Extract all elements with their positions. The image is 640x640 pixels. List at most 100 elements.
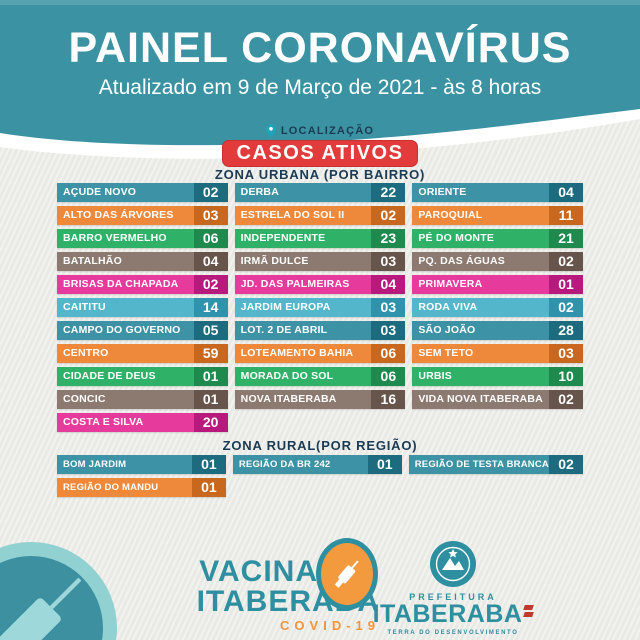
- case-count: 16: [371, 390, 406, 409]
- area-name: PRIMAVERA: [412, 275, 549, 294]
- urban-column-2: DERBA 22 ESTRELA DO SOL II 02 INDEPENDENTE 23…: [234, 183, 406, 409]
- case-row: SÃO JOÃO 28: [412, 321, 583, 340]
- active-cases-badge-wrap: CASOS ATIVOS: [0, 140, 640, 167]
- case-count: 04: [193, 252, 228, 271]
- case-row: URBIS 10: [412, 367, 583, 386]
- case-row: COSTA E SILVA 20: [57, 413, 228, 432]
- case-count: 59: [193, 344, 228, 363]
- area-name: CENTRO: [57, 344, 194, 363]
- area-name: PQ. DAS ÁGUAS: [412, 252, 549, 271]
- area-name: REGIÃO DE TESTA BRANCA: [408, 455, 549, 474]
- area-name: CONCIC: [57, 390, 194, 409]
- area-name: ALTO DAS ÁRVORES: [57, 206, 194, 225]
- prefeitura-label: PREFEITURA: [409, 592, 497, 602]
- case-count: 21: [549, 229, 583, 248]
- case-row: ORIENTE 04: [412, 183, 583, 202]
- case-row: REGIÃO DA BR 242 01: [232, 455, 402, 474]
- rural-column-2: REGIÃO DA BR 242 01: [232, 455, 402, 474]
- flag-mark-icon: [523, 605, 535, 617]
- case-count: 01: [549, 275, 583, 294]
- case-count: 01: [367, 455, 402, 474]
- vacina-itaberaba-logo: VACINA ITABERABA COVID-19: [148, 538, 380, 633]
- case-row: CAMPO DO GOVERNO 05: [57, 321, 228, 340]
- case-count: 14: [193, 298, 228, 317]
- city-seal-icon: [430, 541, 476, 587]
- case-row: AÇUDE NOVO 02: [57, 183, 228, 202]
- case-row: PQ. DAS ÁGUAS 02: [412, 252, 583, 271]
- case-row: LOTEAMENTO BAHIA 06: [234, 344, 406, 363]
- area-name: INDEPENDENTE: [234, 229, 372, 248]
- area-name: BRISAS DA CHAPADA: [57, 275, 194, 294]
- case-count: 02: [549, 455, 583, 474]
- case-row: PAROQUIAL 11: [412, 206, 583, 225]
- case-row: VIDA NOVA ITABERABA 02: [412, 390, 583, 409]
- case-count: 22: [371, 183, 406, 202]
- case-count: 02: [193, 275, 228, 294]
- case-count: 04: [549, 183, 583, 202]
- case-row: JD. DAS PALMEIRAS 04: [234, 275, 406, 294]
- area-name: AÇUDE NOVO: [57, 183, 194, 202]
- syringe-icon: [0, 556, 103, 640]
- case-count: 10: [549, 367, 583, 386]
- case-row: BATALHÃO 04: [57, 252, 228, 271]
- case-row: IRMÃ DULCE 03: [234, 252, 406, 271]
- case-count: 06: [371, 344, 406, 363]
- case-row: CIDADE DE DEUS 01: [57, 367, 228, 386]
- case-count: 01: [193, 367, 228, 386]
- case-row: ESTRELA DO SOL II 02: [234, 206, 406, 225]
- area-name: SÃO JOÃO: [412, 321, 549, 340]
- area-name: SEM TETO: [412, 344, 549, 363]
- prefeitura-tagline: TERRA DO DESENVOLVIMENTO: [387, 630, 519, 636]
- case-row: SEM TETO 03: [412, 344, 583, 363]
- case-row: DERBA 22: [234, 183, 406, 202]
- case-count: 03: [371, 252, 406, 271]
- area-name: JARDIM EUROPA: [234, 298, 372, 317]
- case-row: LOT. 2 DE ABRIL 03: [234, 321, 406, 340]
- area-name: CIDADE DE DEUS: [57, 367, 194, 386]
- rural-column-1: BOM JARDIM 01 REGIÃO DO MANDU 01: [57, 455, 226, 497]
- case-count: 04: [371, 275, 406, 294]
- case-count: 02: [549, 298, 583, 317]
- area-name: BOM JARDIM: [57, 455, 192, 474]
- case-row: ALTO DAS ÁRVORES 03: [57, 206, 228, 225]
- area-name: IRMÃ DULCE: [234, 252, 372, 271]
- case-count: 11: [549, 206, 583, 225]
- area-name: CAITITU: [57, 298, 194, 317]
- area-name: ESTRELA DO SOL II: [234, 206, 372, 225]
- area-name: PÉ DO MONTE: [412, 229, 549, 248]
- case-row: MORADA DO SOL 06: [234, 367, 406, 386]
- location-label: LOCALIZAÇÃO: [280, 125, 375, 137]
- urban-zone-title: ZONA URBANA (POR BAIRRO): [214, 167, 426, 182]
- area-name: URBIS: [412, 367, 549, 386]
- area-name: BARRO VERMELHO: [57, 229, 194, 248]
- case-count: 03: [549, 344, 583, 363]
- area-name: COSTA E SILVA: [57, 413, 194, 432]
- case-count: 28: [549, 321, 583, 340]
- case-row: BARRO VERMELHO 06: [57, 229, 228, 248]
- area-name: JD. DAS PALMEIRAS: [234, 275, 372, 294]
- case-count: 02: [549, 252, 583, 271]
- case-count: 01: [191, 478, 226, 497]
- case-row: RODA VIVA 02: [412, 298, 583, 317]
- prefeitura-itaberaba-logo: PREFEITURA ITABERABA TERRA DO DESENVOLVI…: [373, 540, 535, 636]
- case-row: CONCIC 01: [57, 390, 228, 409]
- case-row: BRISAS DA CHAPADA 02: [57, 275, 228, 294]
- area-name: LOTEAMENTO BAHIA: [234, 344, 372, 363]
- urban-grid: AÇUDE NOVO 02 ALTO DAS ÁRVORES 03 BARRO VERM…: [57, 183, 583, 432]
- case-count: 02: [193, 183, 228, 202]
- area-name: REGIÃO DO MANDU: [57, 478, 192, 497]
- prefeitura-city-name: ITABERABA: [372, 600, 523, 628]
- case-row: REGIÃO DE TESTA BRANCA 02: [408, 455, 583, 474]
- case-row: CENTRO 59: [57, 344, 228, 363]
- rural-grid: BOM JARDIM 01 REGIÃO DO MANDU 01 REGIÃO DA …: [57, 455, 583, 497]
- case-count: 03: [193, 206, 228, 225]
- header-wave: [0, 99, 640, 159]
- case-count: 02: [371, 206, 406, 225]
- case-count: 02: [549, 390, 583, 409]
- case-row: INDEPENDENTE 23: [234, 229, 406, 248]
- page-title: PAINEL CORONAVÍRUS: [68, 24, 572, 72]
- case-row: NOVA ITABERABA 16: [234, 390, 406, 409]
- area-name: MORADA DO SOL: [234, 367, 372, 386]
- case-count: 06: [371, 367, 406, 386]
